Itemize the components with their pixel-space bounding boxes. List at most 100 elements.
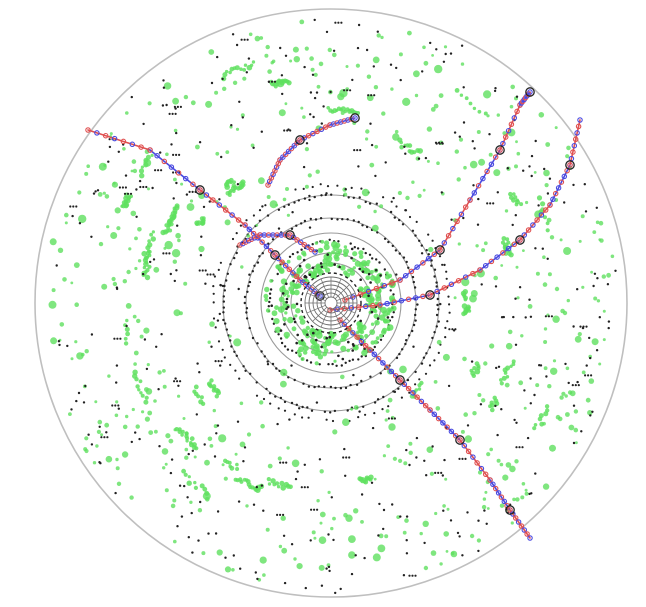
track-hit xyxy=(85,127,91,133)
hit-dark xyxy=(339,587,342,591)
hit-dark xyxy=(286,348,290,351)
hit-green xyxy=(348,535,356,543)
track-hit xyxy=(272,252,278,258)
hit-green xyxy=(405,195,410,201)
detector-boundary-layer xyxy=(34,8,628,598)
hit-dark xyxy=(282,513,285,517)
track-segment xyxy=(369,349,401,381)
hit-green xyxy=(458,137,464,142)
hit-green xyxy=(122,279,128,284)
track-hit xyxy=(521,232,528,238)
hit-green xyxy=(172,97,180,105)
track-hit xyxy=(524,531,530,537)
hit-green xyxy=(403,461,408,466)
hit-green xyxy=(482,497,487,501)
hit-green xyxy=(476,538,481,543)
hit-dark xyxy=(214,360,217,363)
hit-dark xyxy=(303,274,307,278)
hit-green xyxy=(242,477,247,482)
track-hit xyxy=(362,342,369,349)
hit-dark xyxy=(245,317,249,320)
hit-dark xyxy=(316,508,319,511)
hit-green xyxy=(84,436,89,441)
track-hit xyxy=(527,89,533,95)
hit-dark xyxy=(121,186,124,189)
hit-green xyxy=(259,400,264,405)
hit-dark xyxy=(434,471,437,474)
hit-dark xyxy=(115,364,119,367)
hit-green xyxy=(547,272,552,277)
hit-dark xyxy=(530,174,533,178)
hit-green xyxy=(399,140,404,145)
hit-dark xyxy=(274,395,277,398)
track-hit xyxy=(301,241,308,248)
hit-dark xyxy=(214,532,218,535)
hit-dark xyxy=(162,252,165,255)
hit-dark xyxy=(295,341,299,345)
track-vertex-marker xyxy=(515,235,525,245)
hit-green xyxy=(469,294,477,303)
hit-green xyxy=(379,333,384,338)
track-hit xyxy=(440,420,446,426)
hit-green xyxy=(549,235,555,240)
hit-green xyxy=(173,128,178,133)
hit-dark xyxy=(354,554,357,557)
hit-green xyxy=(303,345,309,352)
hit-dark xyxy=(114,491,117,495)
track-hit xyxy=(494,254,500,260)
hit-dark xyxy=(353,149,356,152)
track-hit xyxy=(314,128,320,135)
track-hit xyxy=(297,239,304,246)
hit-dark xyxy=(256,342,259,345)
hit-dark xyxy=(248,280,252,284)
hit-green xyxy=(133,350,139,356)
hit-dark xyxy=(443,263,446,267)
hit-dark xyxy=(590,374,593,377)
hit-green xyxy=(343,192,348,197)
hit-green xyxy=(381,111,386,116)
hit-green xyxy=(164,462,168,466)
hit-dark xyxy=(204,269,207,272)
hit-green xyxy=(310,67,315,72)
hit-green xyxy=(209,321,215,327)
hit-dark xyxy=(512,315,515,319)
track-hit xyxy=(240,240,246,247)
hit-green xyxy=(304,147,309,152)
hit-green xyxy=(543,366,548,371)
track-hit xyxy=(561,173,568,180)
hit-green xyxy=(543,215,547,220)
hit-dark xyxy=(304,586,307,590)
hit-dark xyxy=(238,377,241,380)
hit-dark xyxy=(290,401,294,405)
hit-green xyxy=(235,467,240,471)
track-hit xyxy=(384,364,390,370)
hit-green xyxy=(478,158,486,166)
hit-dark xyxy=(219,283,222,287)
hit-dark xyxy=(393,216,396,219)
hit-dark xyxy=(90,443,94,446)
hit-dark xyxy=(172,153,175,156)
hit-dark xyxy=(311,266,315,270)
hit-green xyxy=(214,90,219,95)
hit-dark xyxy=(231,33,235,36)
hit-dark xyxy=(357,165,360,168)
hit-dark xyxy=(247,57,251,60)
hit-dark xyxy=(357,220,360,224)
hit-green xyxy=(137,259,142,263)
hit-dark xyxy=(161,104,165,107)
hit-dark xyxy=(437,351,440,354)
hit-green xyxy=(516,296,520,300)
hit-dark xyxy=(414,308,417,311)
hit-dark xyxy=(261,205,264,208)
hit-dark xyxy=(383,268,386,271)
hit-dark xyxy=(529,315,533,318)
hit-green xyxy=(299,19,305,25)
hit-dark xyxy=(325,336,329,340)
hit-green xyxy=(228,464,232,469)
hit-dark xyxy=(96,189,100,192)
hit-dark xyxy=(374,268,378,272)
hit-dark xyxy=(75,205,78,208)
hit-dark xyxy=(523,389,526,392)
track-lower-right xyxy=(337,317,533,541)
hit-green xyxy=(265,44,270,50)
